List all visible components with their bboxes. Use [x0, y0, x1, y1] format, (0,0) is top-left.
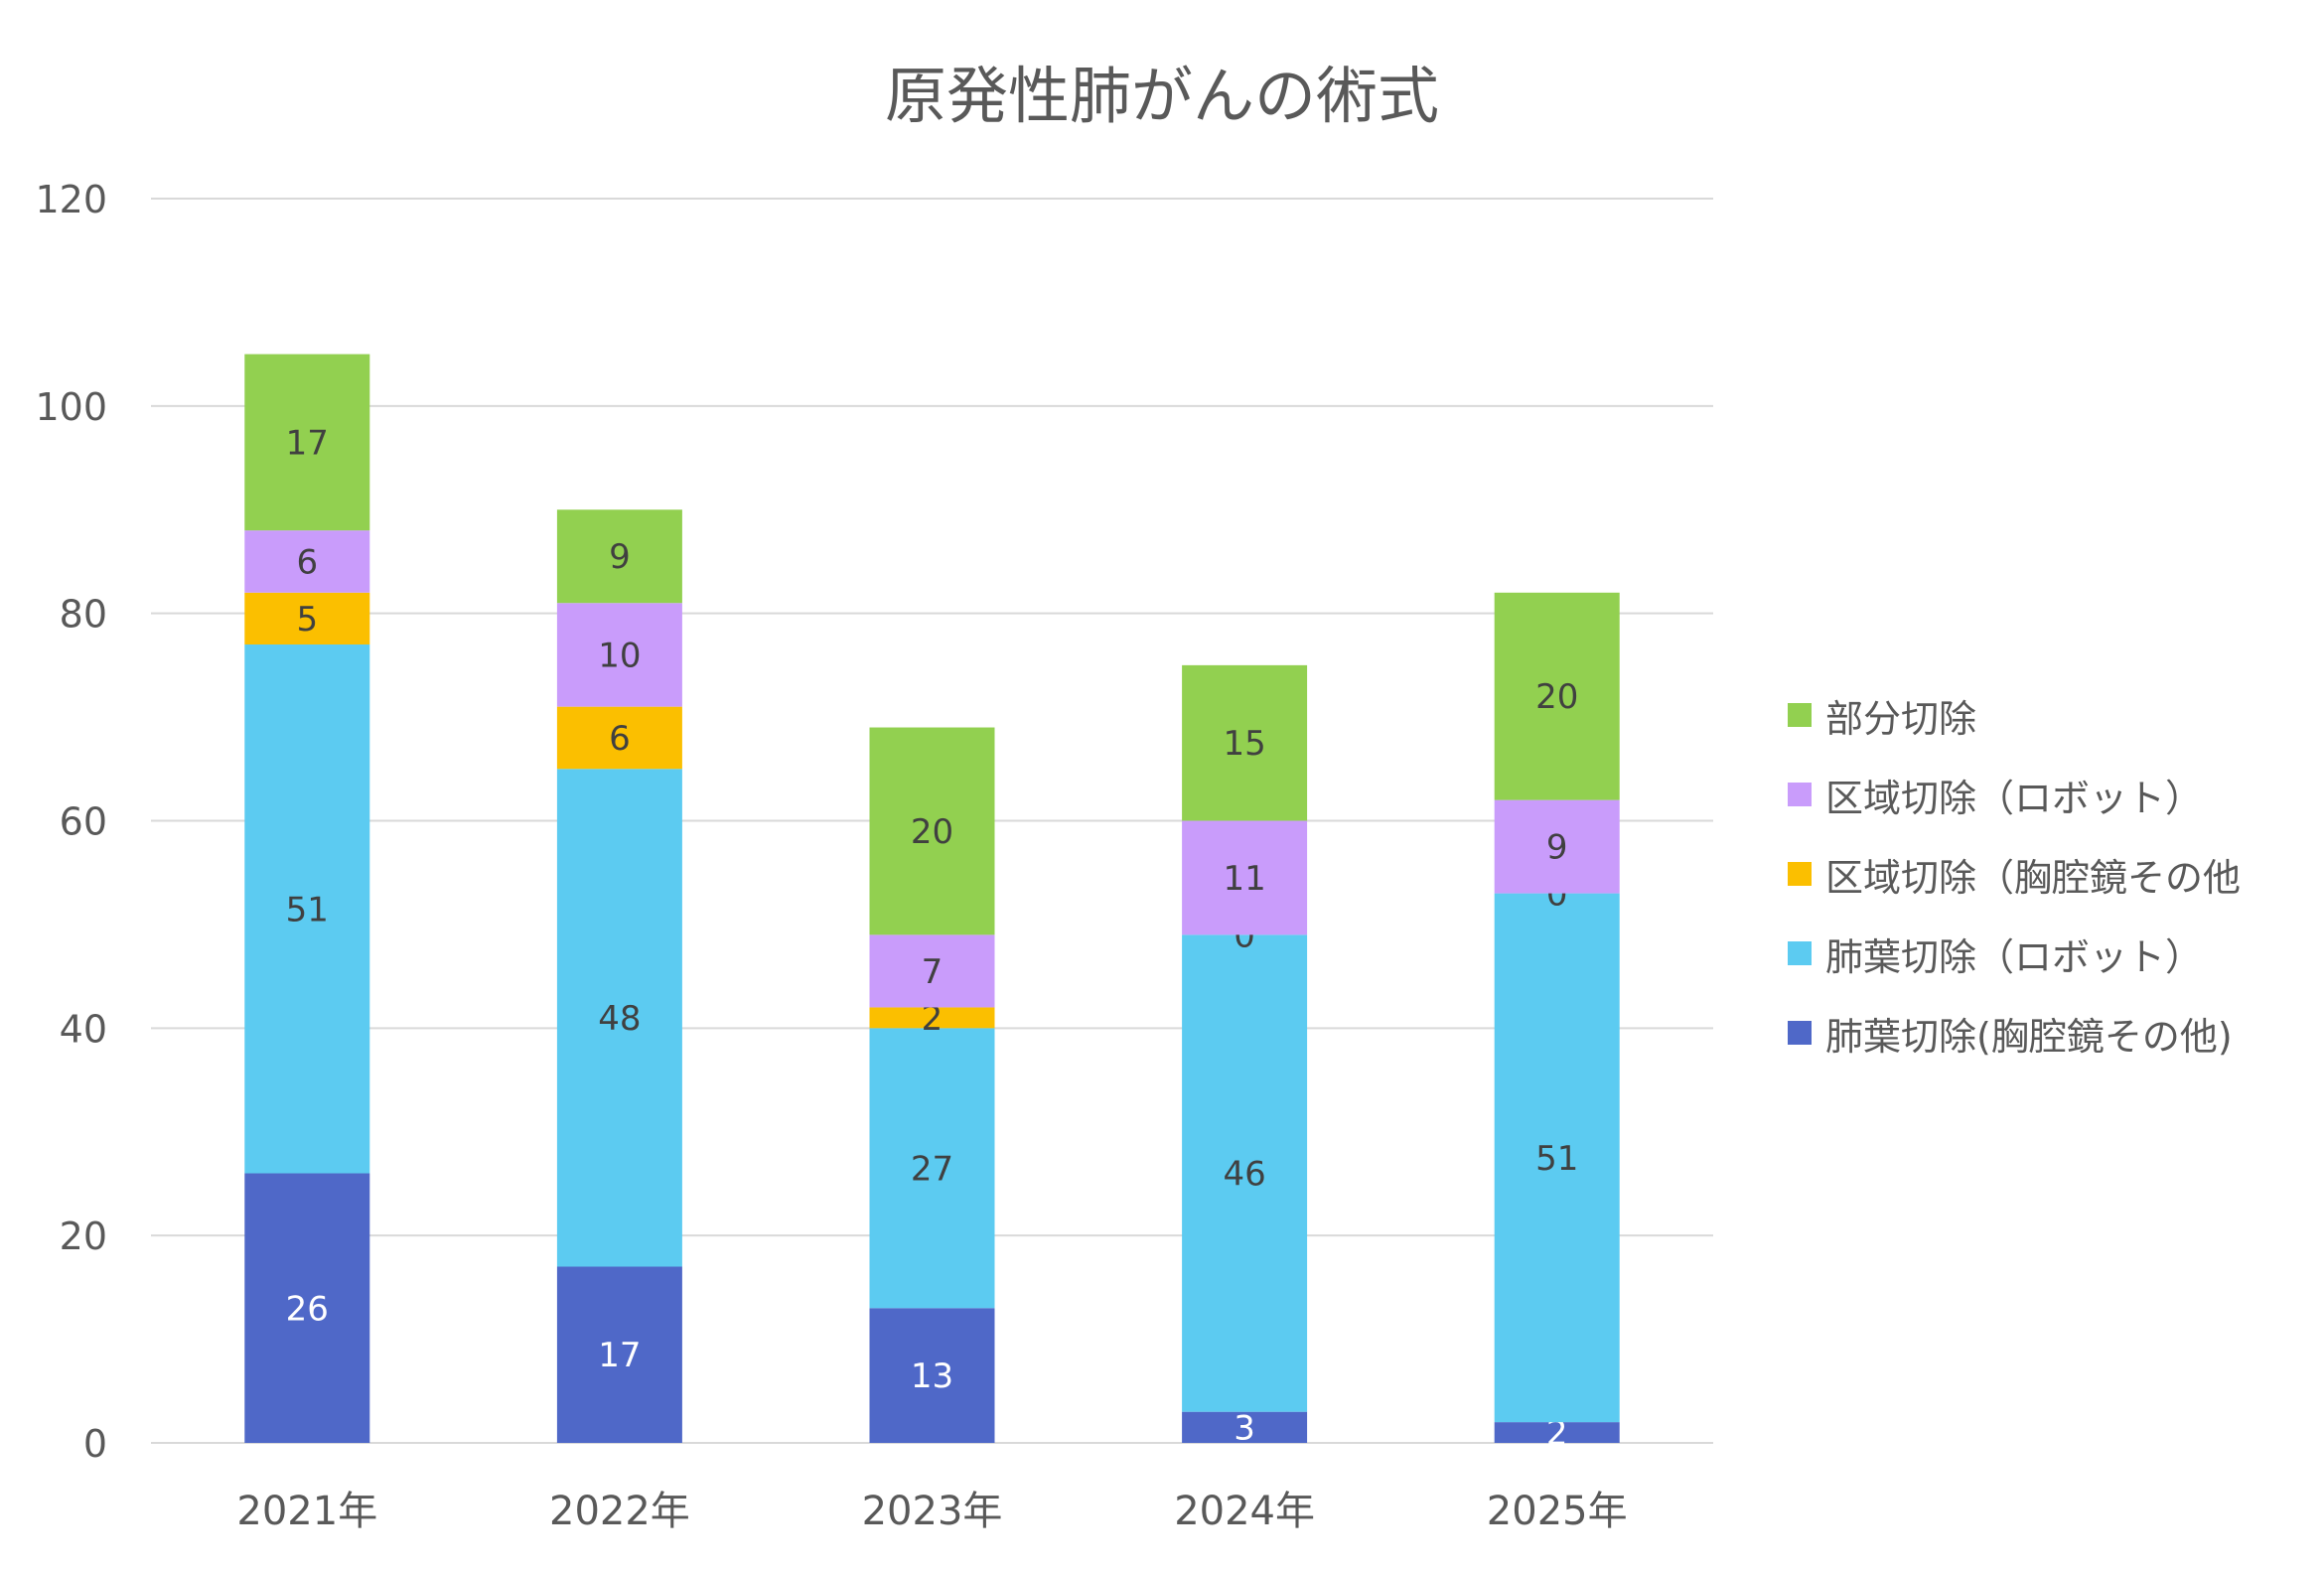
bar-segment: [556, 1266, 682, 1443]
legend-item: 部分切除: [1788, 675, 2241, 755]
x-tick-label: 2022年: [549, 1489, 690, 1534]
bar-segment: [1494, 799, 1620, 894]
data-label: 2: [922, 999, 944, 1039]
data-label: 7: [922, 952, 944, 992]
x-tick-label: 2024年: [1174, 1489, 1315, 1534]
data-label: 2: [1546, 1414, 1568, 1454]
data-label: 17: [598, 1336, 641, 1375]
bar-segment: [869, 1007, 995, 1029]
bar-segment: [1494, 592, 1620, 800]
legend-swatch: [1788, 941, 1812, 965]
bar-segment: [244, 354, 370, 531]
x-tick-label: 2025年: [1487, 1489, 1628, 1534]
bar-segment: [1494, 1422, 1620, 1443]
legend-label: 肺葉切除（ロボット）: [1825, 934, 2204, 979]
y-tick-label: 40: [60, 1007, 107, 1051]
legend-swatch: [1788, 1021, 1812, 1045]
x-tick-label: 2023年: [862, 1489, 1003, 1534]
legend-item: 区域切除（ロボット）: [1788, 755, 2241, 834]
data-label: 20: [911, 812, 953, 852]
legend-label: 部分切除: [1825, 696, 1977, 741]
data-label: 51: [286, 890, 329, 929]
legend-swatch: [1788, 783, 1812, 806]
legend-item: 肺葉切除(胸腔鏡その他): [1788, 993, 2241, 1072]
legend: 部分切除区域切除（ロボット） 区域切除（胸腔鏡その他 肺葉切除（ロボット） 肺葉切除(…: [1788, 675, 2241, 1072]
legend-label: 肺葉切除(胸腔鏡その他): [1825, 1014, 2233, 1059]
bar-segment: [1182, 820, 1308, 935]
bar-segment: [869, 934, 995, 1008]
bar-segment: [1494, 893, 1620, 1423]
chart-title: 原発性肺がんの術式: [884, 60, 1439, 132]
y-tick-label: 60: [60, 800, 107, 844]
legend-item: 肺葉切除（ロボット）: [1788, 914, 2241, 993]
data-label: 10: [598, 636, 641, 675]
legend-item: 区域切除（胸腔鏡その他: [1788, 834, 2241, 914]
data-label: 51: [1535, 1139, 1578, 1179]
data-label: 11: [1223, 859, 1265, 899]
legend-swatch: [1788, 703, 1812, 727]
data-label: 5: [296, 600, 318, 640]
bar-segment: [869, 1028, 995, 1309]
data-label: 13: [911, 1357, 953, 1396]
data-label: 17: [286, 423, 329, 463]
y-tick-label: 0: [83, 1422, 107, 1466]
bar-segment: [244, 1173, 370, 1443]
data-label: 9: [609, 537, 631, 577]
bar-segment: [1182, 664, 1308, 821]
bar-segment: [556, 706, 682, 770]
bar-segment: [556, 603, 682, 707]
y-tick-label: 80: [60, 593, 107, 637]
bar-segment: [244, 643, 370, 1174]
legend-label: 区域切除（ロボット）: [1825, 776, 2204, 820]
legend-label: 区域切除（胸腔鏡その他: [1825, 855, 2242, 900]
data-label: 9: [1546, 828, 1568, 868]
bar-segment: [244, 592, 370, 644]
legend-swatch: [1788, 862, 1812, 886]
data-label: 26: [286, 1289, 329, 1329]
data-label: 3: [1234, 1408, 1255, 1448]
bar-segment: [244, 530, 370, 593]
bar-segment: [1182, 934, 1308, 1412]
data-label: 46: [1223, 1155, 1265, 1195]
bar-segment: [869, 727, 995, 935]
data-label: 6: [296, 542, 318, 582]
data-label: 6: [609, 719, 631, 759]
data-label: 27: [911, 1149, 953, 1189]
x-tick-label: 2021年: [236, 1489, 377, 1534]
y-tick-label: 120: [35, 178, 107, 221]
bar-segment: [869, 1308, 995, 1443]
y-tick-label: 100: [35, 385, 107, 429]
bar-segment: [556, 769, 682, 1267]
bar-segment: [556, 509, 682, 604]
bar-segment: [1182, 1411, 1308, 1443]
data-label: 15: [1223, 724, 1265, 764]
data-label: 20: [1535, 677, 1578, 717]
data-label: 48: [598, 999, 641, 1039]
y-tick-label: 20: [60, 1215, 107, 1258]
